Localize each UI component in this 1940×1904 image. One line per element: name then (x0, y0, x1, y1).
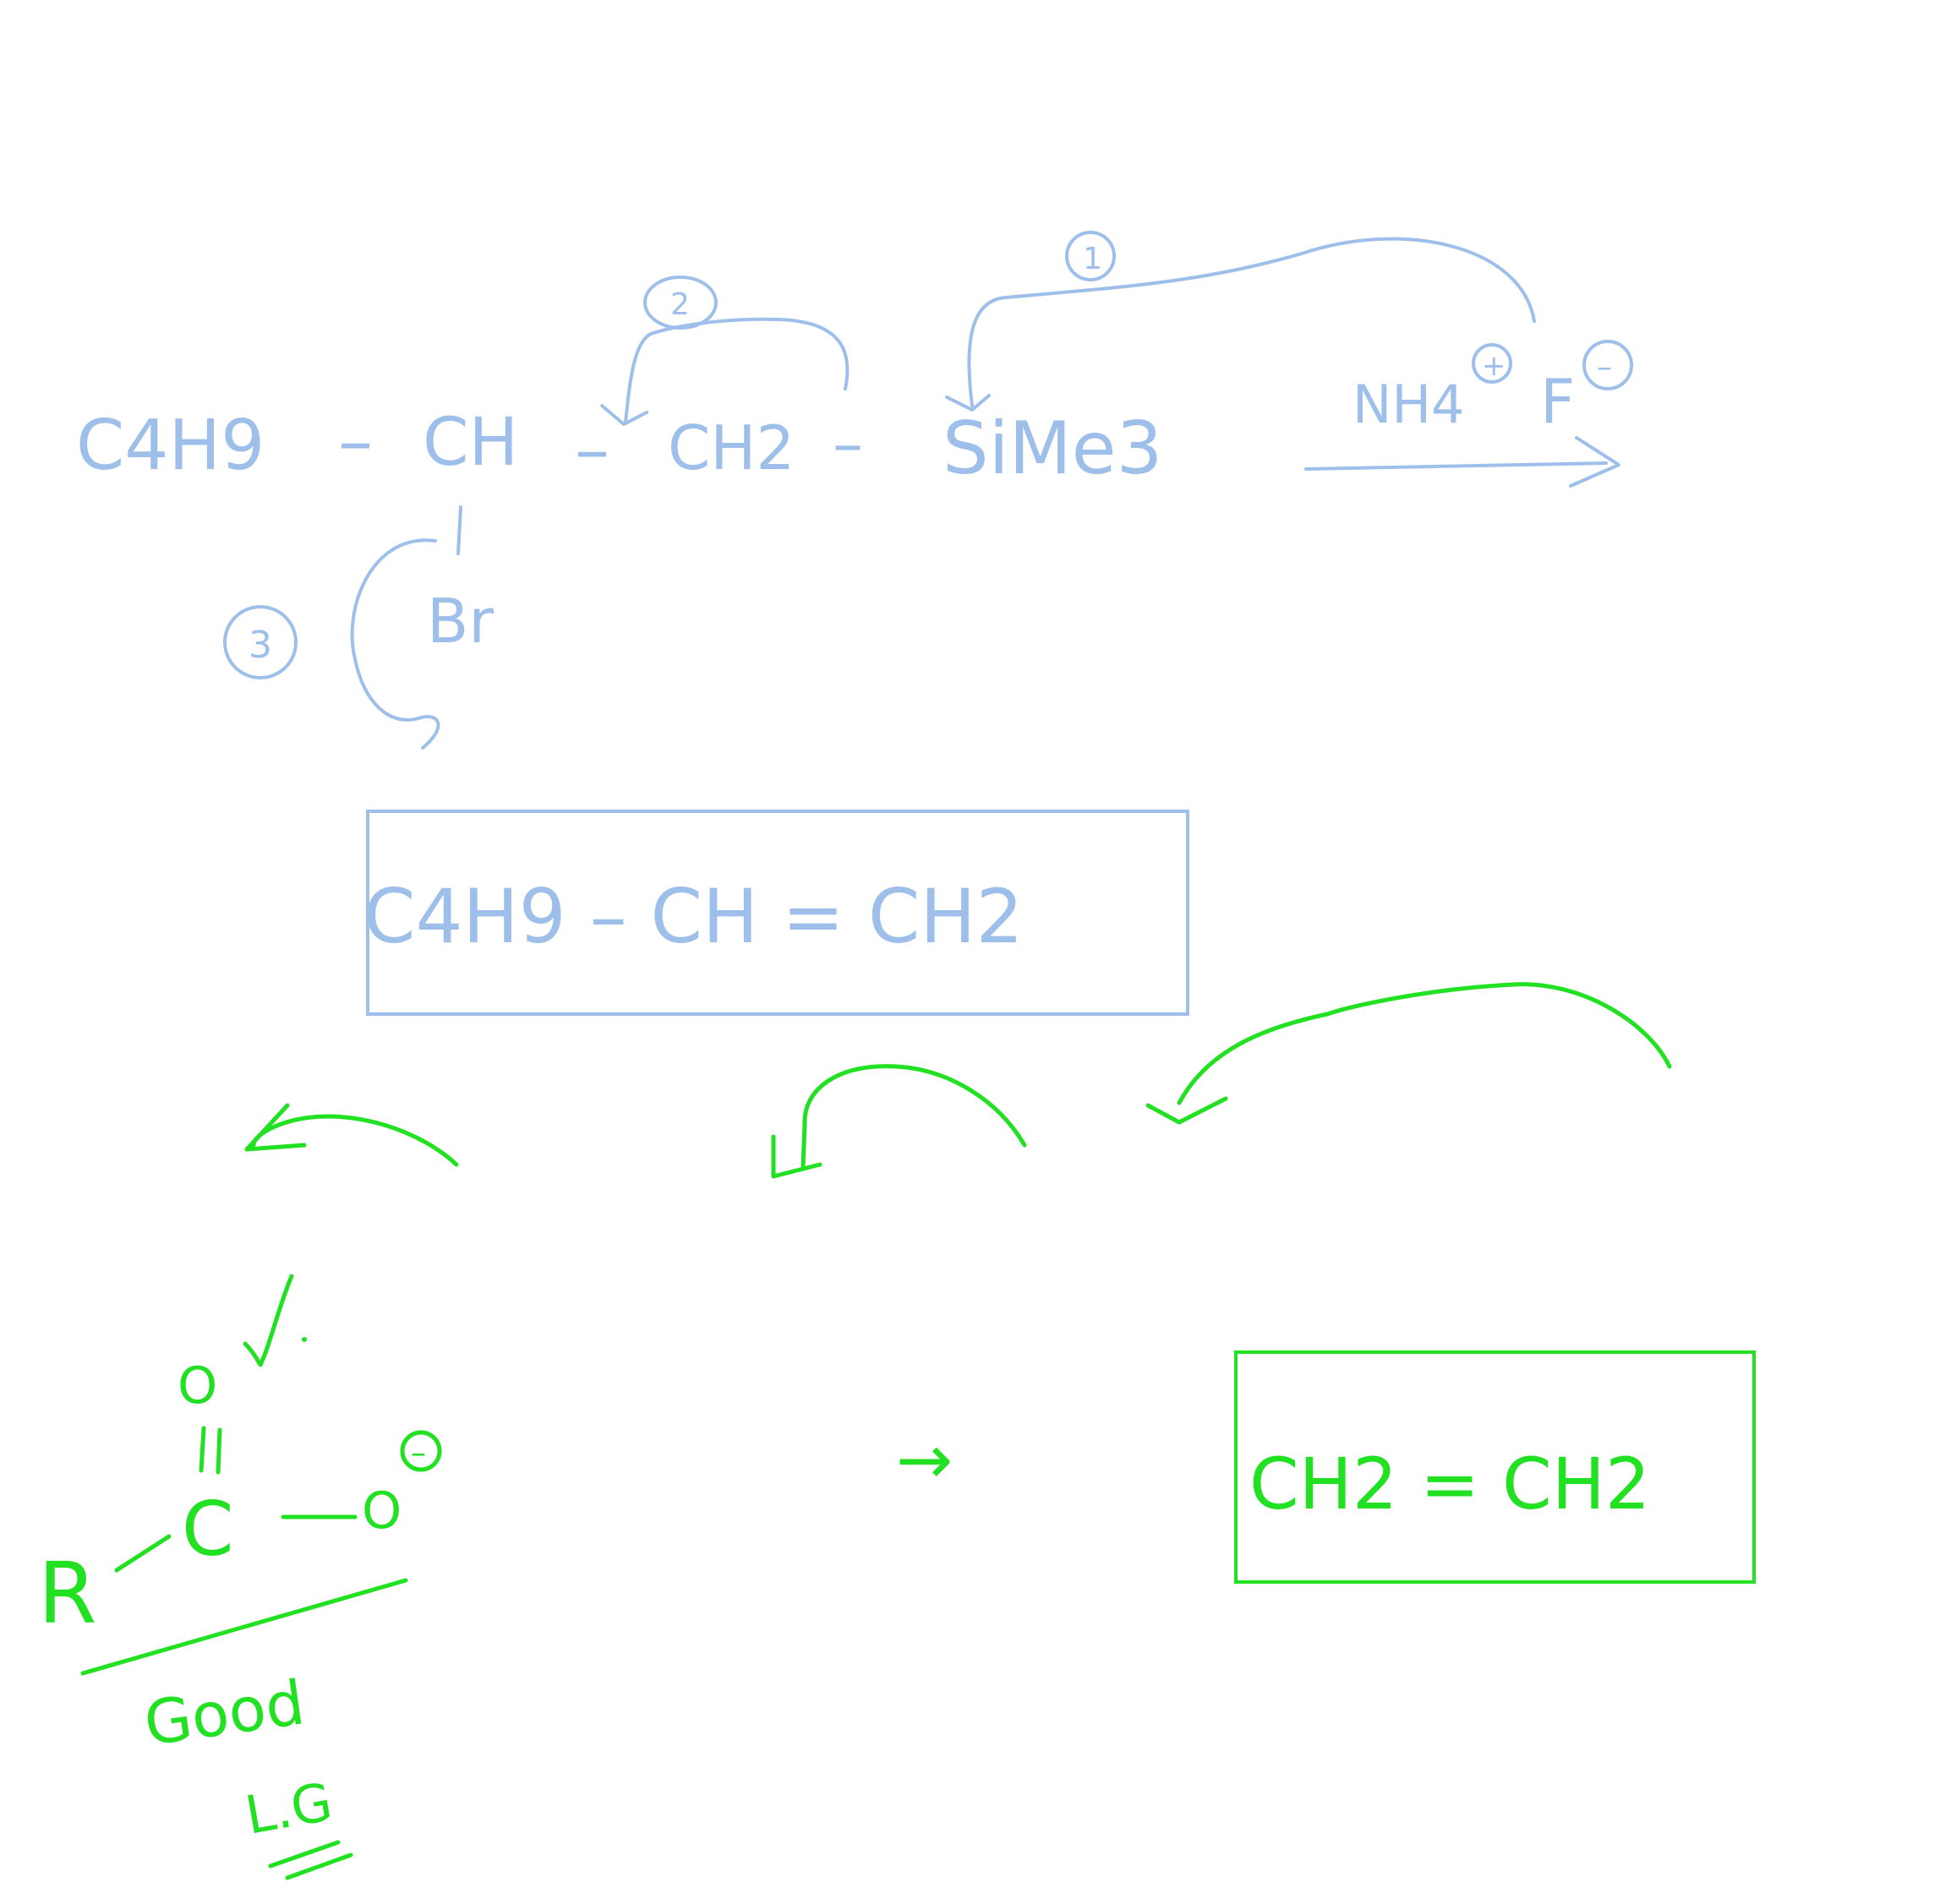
reactant-formula: C4H9 – CH – CH2 – SiMe3 Br (76, 401, 1162, 657)
ch-br-bond (456, 505, 462, 555)
reactant-bond-3: – (833, 408, 863, 479)
r-c-bond (114, 1534, 172, 1573)
reagent-nh4: NH4 (1353, 374, 1464, 435)
reactant-br: Br (427, 586, 494, 657)
positive-charge-circle (1472, 343, 1512, 384)
ethylene-product-frame (1234, 1350, 1756, 1584)
step-1-circle (1065, 231, 1116, 281)
negative-charge-circle (1582, 340, 1633, 390)
step-1-label: 1 (1083, 242, 1102, 276)
alkene-product-formula: C4H9 – CH = CH2 (363, 873, 1023, 960)
ethylene-product-formula: CH2 = CH2 (1249, 1443, 1650, 1525)
carboxylate-r: R (38, 1544, 96, 1643)
carboxylate-structure: R C O O – Good L.G (38, 1274, 442, 1880)
ethylene-product-box: CH2 = CH2 (1234, 1350, 1756, 1584)
reaction-arrow (1304, 436, 1620, 488)
underline-stroke (80, 1578, 408, 1676)
alkene-product-frame (366, 810, 1189, 1016)
c-o-double-bond-b (216, 1427, 222, 1475)
curved-arrow-step-2: 2 (600, 276, 850, 426)
implies-arrow: → (896, 1421, 953, 1499)
check-mark (243, 1274, 294, 1367)
reactant-c4h9: C4H9 (76, 406, 265, 486)
carboxylate-c: C (182, 1486, 233, 1573)
negative-charge-sign: – (1597, 350, 1612, 385)
green-arrow-implies: → (896, 1421, 953, 1499)
step-3-circle (223, 605, 298, 679)
reactant-ch: CH (423, 405, 518, 481)
reactant-sime3: SiMe3 (943, 406, 1162, 491)
green-curved-arrows (244, 982, 1672, 1179)
alkene-product-box: C4H9 – CH = CH2 (363, 810, 1189, 1016)
carboxylate-o-minus: O (362, 1481, 402, 1541)
step-2-circle (643, 276, 718, 330)
reagent-f: F (1540, 366, 1575, 437)
note-lg: L.G (241, 1770, 336, 1847)
carboxylate-o-top: O (178, 1356, 217, 1416)
reactant-bond-2: – (575, 410, 609, 490)
curved-arrow-step-3: 3 (223, 538, 440, 750)
reactant-bond-1: – (338, 401, 373, 482)
charge-sign-green: – (411, 1436, 426, 1470)
step-3-label: 3 (249, 624, 272, 667)
note-underline-1 (268, 1840, 341, 1869)
step-2-label: 2 (670, 287, 690, 322)
reactant-ch2: CH2 (668, 412, 795, 483)
curved-arrow-step-1: 1 (945, 231, 1536, 412)
check-dot (302, 1337, 307, 1342)
note-underline-2 (285, 1852, 353, 1880)
c-o-double-bond-a (199, 1426, 206, 1473)
note-good: Good (140, 1667, 309, 1759)
reagent-label: NH4 + F – (1353, 340, 1633, 437)
charge-circle-green (400, 1430, 442, 1472)
positive-charge-sign: + (1482, 349, 1506, 383)
